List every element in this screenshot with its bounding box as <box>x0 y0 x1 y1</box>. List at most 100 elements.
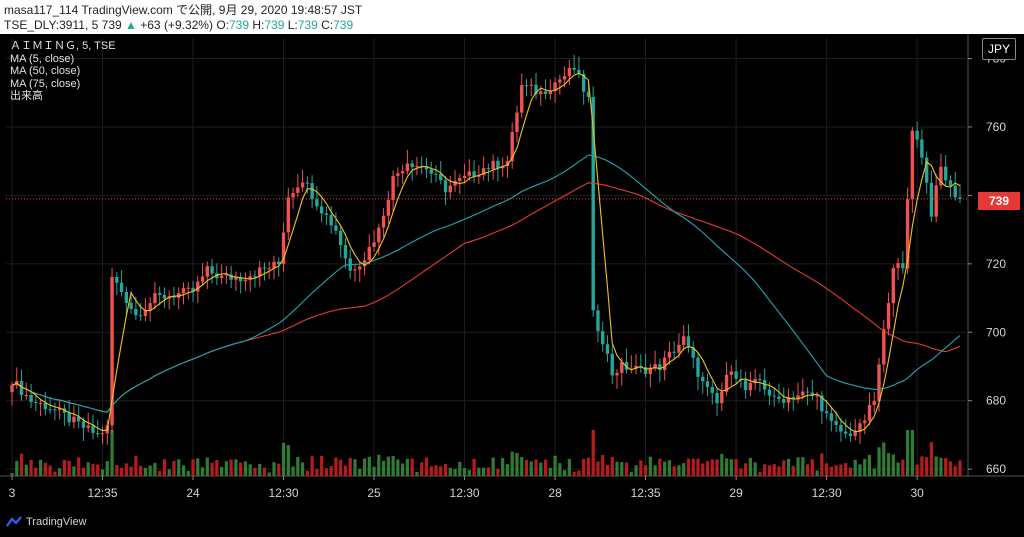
candle-body <box>729 371 734 375</box>
candle-body <box>296 187 300 194</box>
volume-bar <box>777 466 781 476</box>
candle-body <box>358 266 362 270</box>
volume-bar <box>262 467 267 476</box>
close-label: C: <box>321 18 334 32</box>
candle-body <box>315 199 319 207</box>
candle-body <box>453 180 457 186</box>
volume-bar <box>934 456 938 476</box>
volume-bar <box>339 459 343 476</box>
volume-bar <box>872 468 876 476</box>
candle-body <box>243 279 248 282</box>
legend-ma50[interactable]: MA (50, close) <box>10 65 81 77</box>
candle-body <box>672 351 676 353</box>
volume-bar <box>958 460 962 476</box>
volume-bar <box>210 462 214 476</box>
volume-bar <box>767 465 772 476</box>
high-value: 739 <box>264 18 285 32</box>
currency-button[interactable]: JPY <box>982 38 1016 60</box>
candle-body <box>858 423 862 432</box>
candle-body <box>281 232 286 265</box>
volume-bar <box>234 459 238 476</box>
volume-bar <box>96 464 100 476</box>
candle-body <box>267 268 271 270</box>
volume-bar <box>529 461 533 476</box>
candle-body <box>277 261 281 265</box>
legend-title: ＡＩＭＩＮＧ, 5, TSE <box>10 40 116 52</box>
legend-ma75[interactable]: MA (75, close) <box>10 77 81 90</box>
volume-bar <box>896 462 900 476</box>
candle-body <box>743 380 748 391</box>
volume-bar <box>310 456 314 476</box>
volume-bar <box>443 463 448 476</box>
volume-bar <box>877 447 881 476</box>
volume-bar <box>801 457 805 476</box>
volume-bar <box>863 458 867 476</box>
volume-bar <box>448 467 452 476</box>
price-chart[interactable]: 660680700720760780312:352412:302512:3028… <box>0 34 1024 511</box>
volume-bar <box>329 466 333 476</box>
volume-bar <box>29 459 33 476</box>
candle-body <box>581 73 586 92</box>
volume-bar <box>129 466 133 476</box>
volume-bar <box>143 467 147 476</box>
candle-body <box>586 91 591 97</box>
volume-bar <box>253 467 257 476</box>
volume-bar <box>86 462 90 476</box>
volume-bar <box>677 465 681 476</box>
volume-bar <box>710 459 714 476</box>
volume-bar <box>267 472 271 476</box>
candle-body <box>381 215 386 228</box>
volume-bar <box>563 470 567 476</box>
candle-body <box>429 169 433 174</box>
volume-bar <box>324 468 329 476</box>
volume-bar <box>77 457 81 476</box>
candle-body <box>57 408 62 411</box>
legend-ma5[interactable]: MA (5, close) <box>10 52 75 65</box>
candle-body <box>48 409 52 411</box>
volume-bar <box>167 469 171 476</box>
candle-body <box>734 371 738 379</box>
candle-body <box>953 185 957 198</box>
candle-body <box>915 130 919 140</box>
volume-bar <box>558 463 562 476</box>
legend-volume[interactable]: 出来高 <box>10 90 43 102</box>
volume-bar <box>820 453 824 476</box>
volume-bar <box>844 463 848 476</box>
volume-bar <box>901 459 905 476</box>
candle-body <box>486 168 491 170</box>
candle-body <box>577 69 581 74</box>
candle-body <box>491 160 495 170</box>
candle-body <box>38 402 43 404</box>
volume-bar <box>420 462 424 476</box>
volume-bar <box>81 467 86 476</box>
candle-body <box>877 364 881 402</box>
tradingview-logo[interactable]: TradingView <box>6 516 87 528</box>
candle-body <box>696 357 700 377</box>
candle-body <box>319 206 324 214</box>
candle-body <box>134 308 138 316</box>
candle-body <box>705 381 710 388</box>
candle-body <box>758 378 762 380</box>
volume-bar <box>829 466 833 476</box>
last-value: 739 <box>101 18 122 32</box>
candle-body <box>353 269 357 271</box>
candle-body <box>467 171 472 176</box>
candle-body <box>200 276 205 282</box>
candle-body <box>339 230 343 246</box>
candle-body <box>686 336 691 348</box>
volume-bar <box>929 442 934 476</box>
candle-body <box>596 310 600 332</box>
volume-bar <box>853 459 857 476</box>
candle-body <box>662 357 667 371</box>
candle-body <box>157 293 162 295</box>
candle-body <box>458 177 462 181</box>
volume-bar <box>415 471 419 476</box>
volume-bar <box>134 456 138 476</box>
candle-body <box>253 276 257 278</box>
candle-body <box>177 293 181 298</box>
volume-bar <box>381 460 386 476</box>
candle-body <box>496 160 500 169</box>
candle-body <box>658 364 662 371</box>
candle-body <box>548 90 553 94</box>
candle-body <box>934 185 938 217</box>
